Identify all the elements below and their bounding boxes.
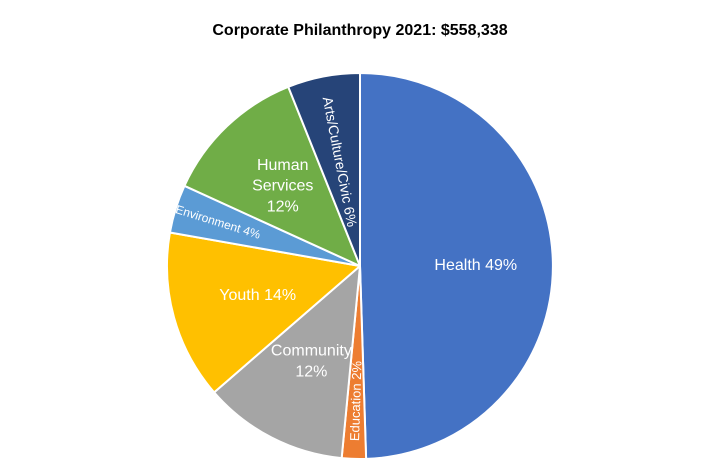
pie-slice-health (359, 72, 554, 460)
chart-title: Corporate Philanthropy 2021: $558,338 (212, 22, 508, 39)
pie-slice-community (213, 265, 361, 460)
slice-label-youth: Youth 14% (219, 287, 296, 304)
pie-slice-human-services (183, 85, 361, 267)
pie-slice-arts-culture-civic (287, 72, 361, 267)
slice-label-human-services: Human Services 12% (252, 157, 313, 216)
slice-label-community: Community 12% (271, 343, 352, 381)
pie-slice-youth (165, 231, 361, 394)
slice-label-health: Health 49% (434, 257, 517, 274)
slice-label-education: Education 2% (347, 360, 365, 441)
